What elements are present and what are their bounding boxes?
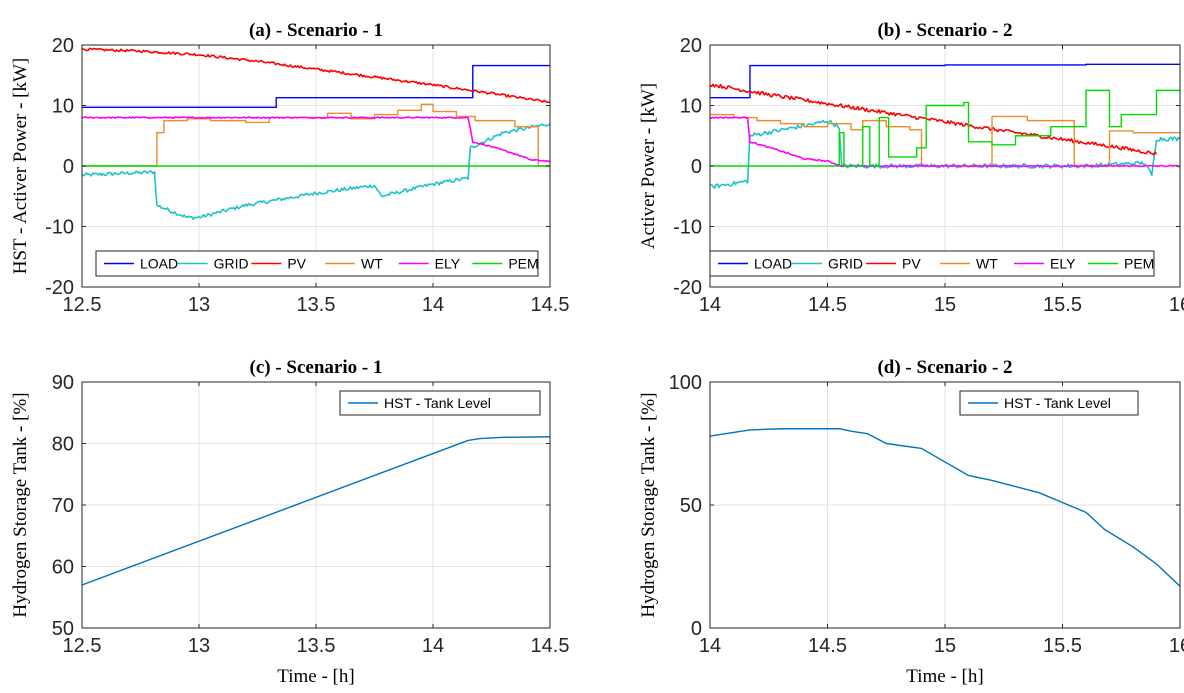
legend-label: WT: [976, 256, 998, 272]
legend-label: ELY: [1050, 256, 1076, 272]
y-tick-label: 70: [52, 495, 74, 517]
x-tick-label: 13: [188, 635, 210, 657]
x-tick-label: 14: [699, 635, 721, 657]
y-axis-label: Activer Power - [kW]: [638, 83, 659, 249]
legend: HST - Tank Level: [959, 390, 1139, 416]
series-group: [710, 428, 1180, 587]
legend-label: WT: [361, 256, 383, 272]
x-tick-label: 15.5: [1043, 635, 1082, 657]
y-tick-label: 50: [680, 495, 702, 517]
series-group: [82, 436, 550, 586]
y-tick-label: -20: [45, 277, 74, 299]
x-tick-label: 15.5: [1043, 294, 1082, 316]
x-axis-label: Time - [h]: [277, 666, 354, 687]
chart-d: 14 14.5 15 15.5 16 0 50 100 (d) - Scenario - 2 Hy…: [638, 357, 1184, 687]
series-line-wt: [82, 103, 550, 167]
x-tick-label: 14.5: [531, 294, 570, 316]
y-axis-label: HST - Activer Power - [kW]: [10, 58, 31, 275]
series-group: [710, 63, 1180, 190]
series-line-load: [82, 64, 550, 109]
x-tick-label: 14.5: [808, 294, 847, 316]
y-axis-label: Hydrogen Storage Tank - [%]: [10, 392, 31, 617]
x-tick-label: 15: [934, 294, 956, 316]
chart-c: 12.5 13 13.5 14 14.5 50 60 70 80 90 (c) - Scenario…: [10, 357, 569, 687]
y-tick-label: 20: [680, 35, 702, 57]
chart-b: 14 14.5 15 15.5 16 -20 -10 0 10 20 (b) - Scenario …: [638, 20, 1184, 316]
y-tick-label: 10: [52, 96, 74, 118]
y-tick-label: 0: [691, 156, 702, 178]
y-tick-label: 60: [52, 557, 74, 579]
legend-label: PV: [287, 256, 306, 272]
legend: LOAD GRID PV WT ELY PEM: [95, 250, 539, 277]
y-tick-label: 0: [63, 156, 74, 178]
x-tick-label: 14: [422, 294, 444, 316]
legend-label: HST - Tank Level: [384, 395, 491, 411]
legend-label: ELY: [435, 256, 461, 272]
series-line-hst-tank-level: [82, 436, 550, 586]
y-tick-label: 90: [52, 372, 74, 394]
series-line-ely: [710, 116, 1180, 168]
y-tick-label: 20: [52, 35, 74, 57]
y-tick-label: -10: [673, 217, 702, 239]
series-line-hst-tank-level: [710, 428, 1180, 587]
y-tick-label: 10: [680, 96, 702, 118]
x-tick-label: 16: [1169, 294, 1184, 316]
x-tick-label: 14.5: [808, 635, 847, 657]
x-tick-label: 13.5: [297, 635, 336, 657]
legend-label: PEM: [508, 256, 538, 272]
x-tick-label: 14: [422, 635, 444, 657]
legend-box: [709, 250, 1155, 277]
chart-title: (b) - Scenario - 2: [877, 20, 1012, 41]
chart-title: (c) - Scenario - 1: [250, 357, 383, 378]
x-tick-label: 14: [699, 294, 721, 316]
series-line-pv: [82, 47, 550, 104]
x-tick-label: 14.5: [531, 635, 570, 657]
y-tick-label: 0: [691, 618, 702, 640]
legend-label: GRID: [214, 256, 249, 272]
y-tick-label: 50: [52, 618, 74, 640]
legend-label: LOAD: [140, 256, 178, 272]
x-tick-label: 12.5: [63, 294, 102, 316]
legend-label: PEM: [1124, 256, 1154, 272]
series-line-grid: [82, 123, 550, 220]
y-tick-label: 100: [669, 372, 702, 394]
y-axis-label: Hydrogen Storage Tank - [%]: [638, 392, 659, 617]
chart-title: (a) - Scenario - 1: [249, 20, 383, 41]
chart-a: 12.5 13 13.5 14 14.5 -20 -10 0 10 20 (a) - Scenari…: [10, 20, 569, 316]
legend-box: [95, 250, 539, 277]
series-line-pv: [710, 83, 1158, 156]
y-tick-label: -10: [45, 217, 74, 239]
chart-title: (d) - Scenario - 2: [877, 357, 1012, 378]
x-tick-label: 15: [934, 635, 956, 657]
legend-label: LOAD: [754, 256, 792, 272]
legend: LOAD GRID PV WT ELY PEM: [709, 250, 1155, 277]
x-tick-label: 12.5: [63, 635, 102, 657]
y-tick-label: 80: [52, 434, 74, 456]
legend-label: PV: [902, 256, 921, 272]
legend-label: HST - Tank Level: [1004, 395, 1111, 411]
series-line-pem: [710, 89, 1180, 167]
legend-label: GRID: [828, 256, 863, 272]
legend: HST - Tank Level: [339, 390, 541, 416]
x-tick-label: 13: [188, 294, 210, 316]
series-group: [82, 47, 550, 220]
x-tick-label: 16: [1169, 635, 1184, 657]
x-axis-label: Time - [h]: [906, 666, 983, 687]
y-tick-label: -20: [673, 277, 702, 299]
x-tick-label: 13.5: [297, 294, 336, 316]
series-line-ely: [82, 116, 550, 163]
